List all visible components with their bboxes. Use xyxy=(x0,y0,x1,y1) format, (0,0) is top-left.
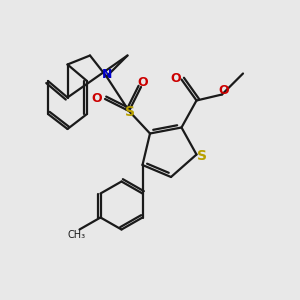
Text: O: O xyxy=(138,76,148,89)
Text: CH₃: CH₃ xyxy=(68,230,85,240)
Text: S: S xyxy=(124,105,135,118)
Text: S: S xyxy=(197,149,208,163)
Text: O: O xyxy=(91,92,102,105)
Text: O: O xyxy=(218,83,229,97)
Text: N: N xyxy=(102,68,112,81)
Text: O: O xyxy=(171,71,182,85)
